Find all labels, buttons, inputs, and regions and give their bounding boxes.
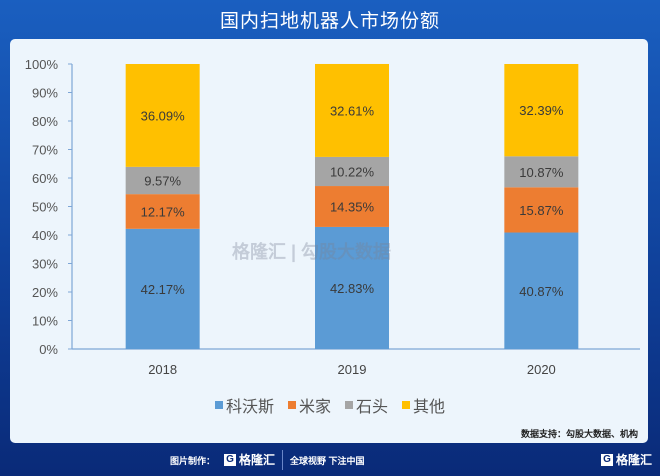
x-tick-label: 2018 — [148, 362, 177, 377]
x-tick-label: 2020 — [527, 362, 556, 377]
bar-segment — [504, 232, 579, 349]
bar-segment — [125, 194, 200, 229]
bar-segment — [315, 156, 389, 187]
data-label: 10.87% — [519, 165, 564, 180]
legend-swatch — [214, 401, 223, 409]
y-tick-label: 0% — [39, 342, 58, 357]
data-label: 15.87% — [519, 203, 564, 218]
data-label: 9.57% — [144, 173, 181, 188]
legend: 科沃斯 米家 石头 其他 — [0, 393, 660, 417]
y-tick-label: 40% — [32, 228, 58, 243]
legend-label: 石头 — [356, 397, 389, 416]
bar-segment — [315, 226, 389, 349]
bar-segment — [125, 228, 200, 349]
y-tick-label: 30% — [32, 257, 58, 272]
bar-segment — [504, 156, 579, 188]
legend-swatch — [402, 401, 411, 409]
watermark: 格隆汇 | 勾股大数据 — [232, 242, 392, 262]
data-label: 12.17% — [141, 204, 186, 219]
divider — [282, 450, 283, 470]
legend-item: 米家 — [287, 393, 331, 417]
footer: 图片制作： G 格隆汇 全球视野 下注中国 G 格隆汇 — [0, 445, 660, 476]
legend-label: 其他 — [413, 397, 446, 416]
y-tick-label: 90% — [32, 86, 58, 101]
logo-text: 格隆汇 — [239, 453, 276, 467]
bar-segment — [125, 166, 200, 195]
legend-swatch — [287, 401, 296, 409]
slogan: 全球视野 下注中国 — [290, 456, 365, 466]
legend-item: 石头 — [345, 393, 388, 417]
legend-item: 其他 — [402, 393, 445, 417]
data-label: 14.35% — [330, 199, 375, 214]
data-label: 42.83% — [330, 281, 375, 296]
y-tick-label: 60% — [32, 171, 58, 186]
y-tick-label: 50% — [32, 200, 58, 215]
legend-label: 科沃斯 — [225, 397, 274, 416]
y-tick-label: 70% — [32, 143, 58, 158]
bar-segment — [504, 64, 579, 157]
corner-logo: G 格隆汇 — [600, 451, 652, 468]
data-label: 36.09% — [141, 108, 186, 123]
data-label: 32.39% — [519, 103, 564, 118]
x-tick-label: 2019 — [338, 362, 367, 377]
data-label: 42.17% — [141, 282, 186, 297]
footer-logo: G 格隆汇 — [224, 451, 275, 468]
data-label: 10.22% — [330, 164, 375, 179]
legend-label: 米家 — [298, 397, 331, 416]
data-label: 32.61% — [330, 103, 375, 118]
bar-segment — [504, 187, 579, 233]
logo-g-icon: G — [600, 453, 613, 466]
y-tick-label: 80% — [32, 114, 58, 129]
bar-segment — [315, 63, 389, 157]
y-tick-label: 20% — [32, 285, 58, 300]
y-tick-label: 10% — [32, 314, 58, 329]
legend-swatch — [345, 401, 353, 409]
made-by-label: 图片制作： — [170, 456, 216, 466]
y-tick-label: 100% — [25, 57, 59, 72]
data-label: 40.87% — [519, 284, 564, 299]
bar-segment — [315, 186, 389, 227]
chart-title: 国内扫地机器人市场份额 — [219, 11, 440, 32]
corner-logo-text: 格隆汇 — [615, 453, 652, 467]
bar-segment — [125, 64, 200, 167]
logo-g-icon: G — [224, 453, 236, 466]
legend-item: 科沃斯 — [214, 393, 274, 417]
data-source: 数据支持：勾股大数据、机构 — [520, 429, 638, 439]
